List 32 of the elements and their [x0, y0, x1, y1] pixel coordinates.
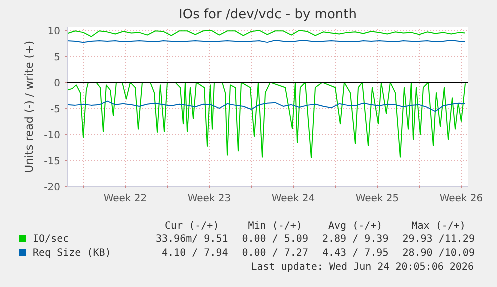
x-tick-label: Week 23 [188, 194, 232, 204]
y-tick-label: -20 [44, 182, 61, 194]
x-tick-label: Week 26 [440, 194, 484, 204]
text: Cur (-/+) [164, 221, 220, 233]
y-tick-label: -15 [44, 156, 61, 168]
legend-label: Req Size (KB) [32, 247, 112, 261]
x-tick-label: Week 25 [356, 194, 400, 204]
chart-title: IOs for /dev/vdc - by month [179, 8, 358, 22]
y-tick-label: -10 [44, 130, 61, 142]
y-tick-label: 5 [54, 52, 61, 64]
x-tick-label: Week 22 [104, 194, 148, 204]
text: 4.10 / 7.94 [161, 247, 228, 261]
text: 28.90 /10.09 [402, 247, 475, 261]
text: Max (-/+) [410, 221, 467, 233]
y-axis-title: Units read (-) / write (+) [23, 40, 36, 174]
y-tick-label: -5 [50, 104, 61, 116]
y-tick-label: 10 [48, 26, 61, 38]
legend-label: IO/sec [32, 233, 70, 247]
text: 0.00 / 5.09 [241, 233, 308, 247]
x-tick-label: Week 24 [272, 194, 316, 204]
text: 2.89 / 9.39 [321, 233, 389, 247]
line-series [68, 30, 466, 38]
y-tick-label: 0 [54, 78, 61, 90]
text: 33.96m/ 9.51 [155, 233, 228, 247]
text: 4.43 / 7.95 [321, 247, 389, 261]
text: Last update: Wed Jun 24 20:05:06 2026 [250, 261, 475, 275]
text: 29.93 /11.29 [402, 233, 475, 247]
line-series [68, 82, 466, 158]
text: Avg (-/+) [328, 221, 384, 233]
text: Min (-/+) [247, 221, 304, 233]
line-series [68, 100, 466, 112]
text: 0.00 / 7.27 [241, 247, 308, 261]
